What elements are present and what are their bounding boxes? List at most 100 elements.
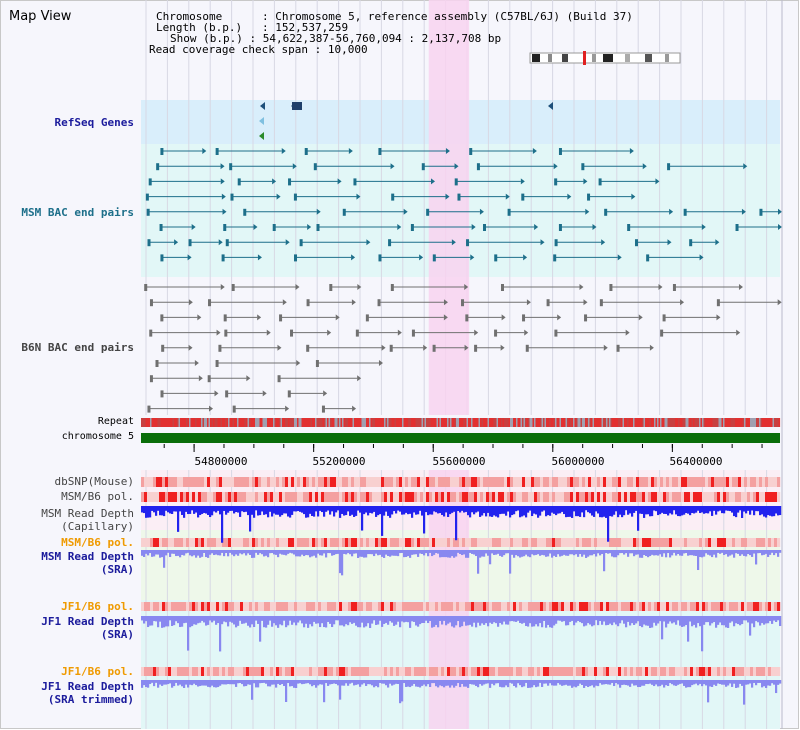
pol-cell (435, 602, 439, 611)
pol-cell (210, 667, 214, 676)
pol-cell (765, 538, 769, 547)
depth-bar (243, 506, 246, 513)
pol-cell (639, 492, 643, 502)
depth-bar (409, 550, 412, 558)
repeat-segment (156, 418, 158, 427)
depth-bar (453, 506, 456, 512)
depth-bar (481, 616, 484, 624)
pol-cell (258, 602, 262, 611)
repeat-segment (667, 418, 670, 427)
pol-cell (675, 492, 679, 502)
depth-bar (535, 680, 538, 688)
track-label-msm-b6-pol[interactable]: MSM/B6 pol. (61, 490, 134, 503)
depth-bar (639, 680, 642, 688)
depth-bar (551, 616, 554, 628)
track-label-b6n-bac[interactable]: B6N BAC end pairs (21, 341, 134, 354)
pol-cell (300, 538, 304, 547)
track-label-jf1-b6-pol[interactable]: JF1/B6 pol. (61, 600, 134, 613)
pol-cell (345, 477, 349, 487)
track-label-msm-bac[interactable]: MSM BAC end pairs (21, 206, 134, 219)
track-label-msm-depth-sra-2: (SRA) (100, 563, 134, 576)
repeat-segment (573, 418, 575, 427)
pol-cell (297, 477, 301, 487)
repeat-segment (346, 418, 349, 427)
pol-cell (621, 602, 625, 611)
feature-end (147, 405, 151, 413)
track-label-jf1-depth-sra-1[interactable]: JF1 Read Depth (41, 615, 134, 628)
track-label-msm-depth-cap-1[interactable]: MSM Read Depth (41, 507, 134, 520)
pol-cell (261, 602, 265, 611)
pol-cell (600, 667, 604, 676)
depth-bar (729, 616, 732, 623)
depth-bar (367, 506, 370, 516)
feature-arrow (174, 239, 179, 246)
track-label-jf1-b6-pol-2[interactable]: JF1/B6 pol. (61, 665, 134, 678)
pol-cell (186, 492, 190, 502)
repeat-segment (657, 418, 659, 427)
pol-cell (330, 667, 334, 676)
depth-bar (611, 680, 614, 683)
feature-arrow (188, 299, 193, 306)
depth-bar (575, 550, 578, 555)
depth-bar (287, 616, 290, 626)
pol-cell (252, 538, 256, 547)
depth-bar (141, 506, 144, 513)
depth-bar (213, 616, 216, 621)
pol-cell (630, 538, 634, 547)
repeat-segment (535, 418, 538, 427)
depth-bar (163, 550, 166, 568)
depth-bar (759, 616, 762, 626)
track-label-msm-depth-sra-1[interactable]: MSM Read Depth (41, 550, 134, 563)
depth-bar (199, 506, 202, 516)
repeat-segment (730, 418, 733, 427)
feature-arrow (221, 193, 226, 200)
repeat-segment (646, 418, 649, 427)
track-label-msm-b6-pol-2[interactable]: MSM/B6 pol. (61, 536, 134, 549)
pol-cell (609, 667, 613, 676)
pol-cell (612, 477, 616, 487)
repeat-segment (718, 418, 721, 427)
feature-arrow (277, 344, 282, 351)
feature-arrow (778, 224, 782, 230)
depth-bar (541, 550, 544, 555)
repeat-segment (766, 418, 769, 427)
depth-bar (639, 550, 642, 558)
depth-bar (363, 616, 366, 628)
feature-end (188, 239, 192, 247)
feature-arrow (295, 284, 300, 290)
depth-bar (473, 680, 476, 685)
repeat-segment (721, 418, 724, 427)
depth-bar (373, 506, 376, 512)
depth-bar (449, 616, 452, 623)
pol-cell (273, 538, 277, 547)
track-label-jf1-depth-trim-1[interactable]: JF1 Read Depth (41, 680, 134, 693)
pol-cell (372, 477, 376, 487)
repeat-segment (436, 418, 439, 427)
depth-bar (347, 616, 350, 626)
pol-cell (366, 492, 370, 502)
depth-bar (597, 616, 600, 626)
depth-bar (377, 506, 380, 516)
pol-cell (669, 538, 673, 547)
track-label-dbsnp[interactable]: dbSNP(Mouse) (54, 475, 134, 488)
track-label-refseq[interactable]: RefSeq Genes (54, 116, 134, 129)
repeat-segment (759, 418, 761, 427)
pol-cell (150, 538, 154, 547)
pol-cell (315, 492, 319, 502)
depth-bar (623, 550, 626, 555)
pol-cell (762, 602, 766, 611)
depth-bar (319, 550, 322, 556)
pol-cell (393, 538, 397, 547)
depth-bar (447, 506, 450, 517)
depth-bar (511, 550, 514, 555)
pol-cell (243, 538, 247, 547)
pol-cell (153, 602, 157, 611)
depth-bar (611, 550, 614, 557)
pol-cell (378, 477, 382, 487)
pol-cell (396, 602, 400, 611)
pol-cell (660, 477, 664, 487)
repeat-segment (334, 418, 337, 427)
pol-cell (147, 477, 151, 487)
depth-bar (527, 506, 530, 513)
